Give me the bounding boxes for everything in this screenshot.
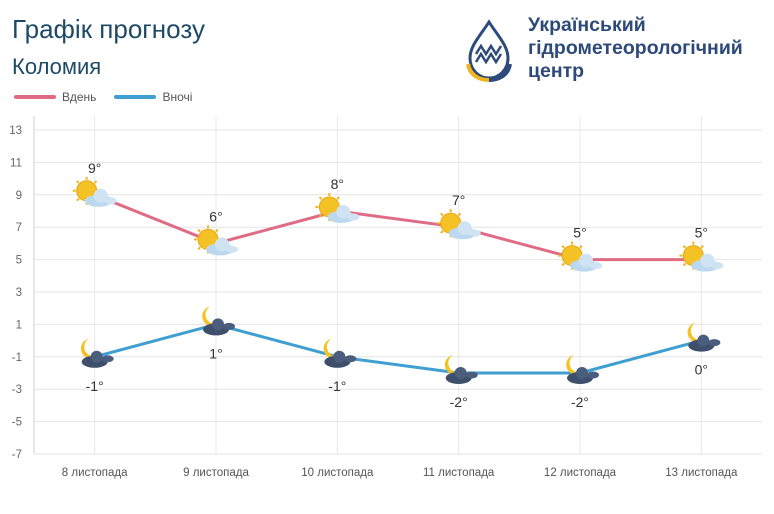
- data-label: 8°: [331, 176, 344, 192]
- data-label: -1°: [328, 378, 346, 394]
- legend-swatch-day: [14, 95, 56, 99]
- moon-behind-cloud-icon: [323, 338, 357, 368]
- moon-behind-cloud-icon: [566, 355, 599, 384]
- org-name-line3: центр: [528, 60, 585, 82]
- y-tick-label: 9: [16, 190, 22, 202]
- y-tick-label: 11: [10, 157, 22, 169]
- y-tick-label: -1: [12, 352, 22, 364]
- sun-behind-cloud-icon: [315, 193, 360, 223]
- sun-behind-cloud-icon: [558, 241, 602, 272]
- city-name: Коломия: [12, 54, 102, 79]
- org-name-line1: Український: [528, 14, 646, 36]
- ugmc-logo-icon: [466, 19, 512, 82]
- data-label: 0°: [695, 362, 708, 378]
- moon-behind-cloud-icon: [687, 322, 721, 352]
- y-tick-label: 5: [16, 255, 22, 267]
- x-tick-label: 13 листопада: [665, 467, 738, 479]
- y-tick-label: 13: [9, 125, 22, 137]
- moon-behind-cloud-icon: [444, 355, 478, 384]
- x-tick-label: 12 листопада: [544, 467, 617, 479]
- legend-swatch-night: [114, 95, 157, 99]
- data-label: 5°: [695, 225, 708, 241]
- x-tick-label: 11 листопада: [423, 467, 495, 479]
- sun-behind-cloud-icon: [194, 225, 238, 256]
- data-label: 7°: [452, 192, 465, 208]
- data-label: 9°: [88, 160, 101, 176]
- series-line-night: [94, 322, 702, 375]
- y-tick-label: -5: [12, 417, 22, 429]
- y-tick-label: 7: [16, 222, 22, 234]
- data-label: -2°: [571, 394, 589, 410]
- x-tick-label: 8 листопада: [62, 467, 128, 479]
- legend-item-day[interactable]: Вдень: [14, 90, 96, 104]
- legend-label-day: Вдень: [62, 90, 97, 104]
- moon-behind-cloud-icon: [202, 306, 235, 336]
- data-label: 5°: [573, 225, 586, 241]
- data-label: -1°: [86, 378, 104, 394]
- legend-item-night[interactable]: Вночі: [114, 90, 192, 104]
- moon-behind-cloud-icon: [80, 338, 114, 368]
- sun-behind-cloud-icon: [436, 209, 481, 240]
- org-name-line2: гідрометеорологічний: [528, 37, 743, 59]
- data-label: 6°: [209, 208, 222, 224]
- data-label: 1°: [209, 345, 222, 361]
- chart-title: Графік прогнозу: [12, 14, 205, 44]
- y-tick-label: -3: [12, 384, 22, 396]
- org-name: Український гідрометеорологічний центр: [528, 14, 743, 83]
- y-tick-label: -7: [12, 449, 22, 461]
- data-label: -2°: [450, 394, 468, 410]
- chart-legend: Вдень Вночі: [14, 90, 192, 104]
- sun-behind-cloud-icon: [679, 241, 724, 272]
- sun-behind-cloud-icon: [72, 176, 117, 207]
- x-tick-label: 10 листопада: [301, 467, 374, 479]
- series-line-day: [94, 193, 702, 262]
- y-tick-label: 3: [16, 287, 22, 299]
- y-tick-label: 1: [16, 319, 22, 331]
- legend-label-night: Вночі: [162, 90, 193, 104]
- x-tick-label: 9 листопада: [183, 467, 249, 479]
